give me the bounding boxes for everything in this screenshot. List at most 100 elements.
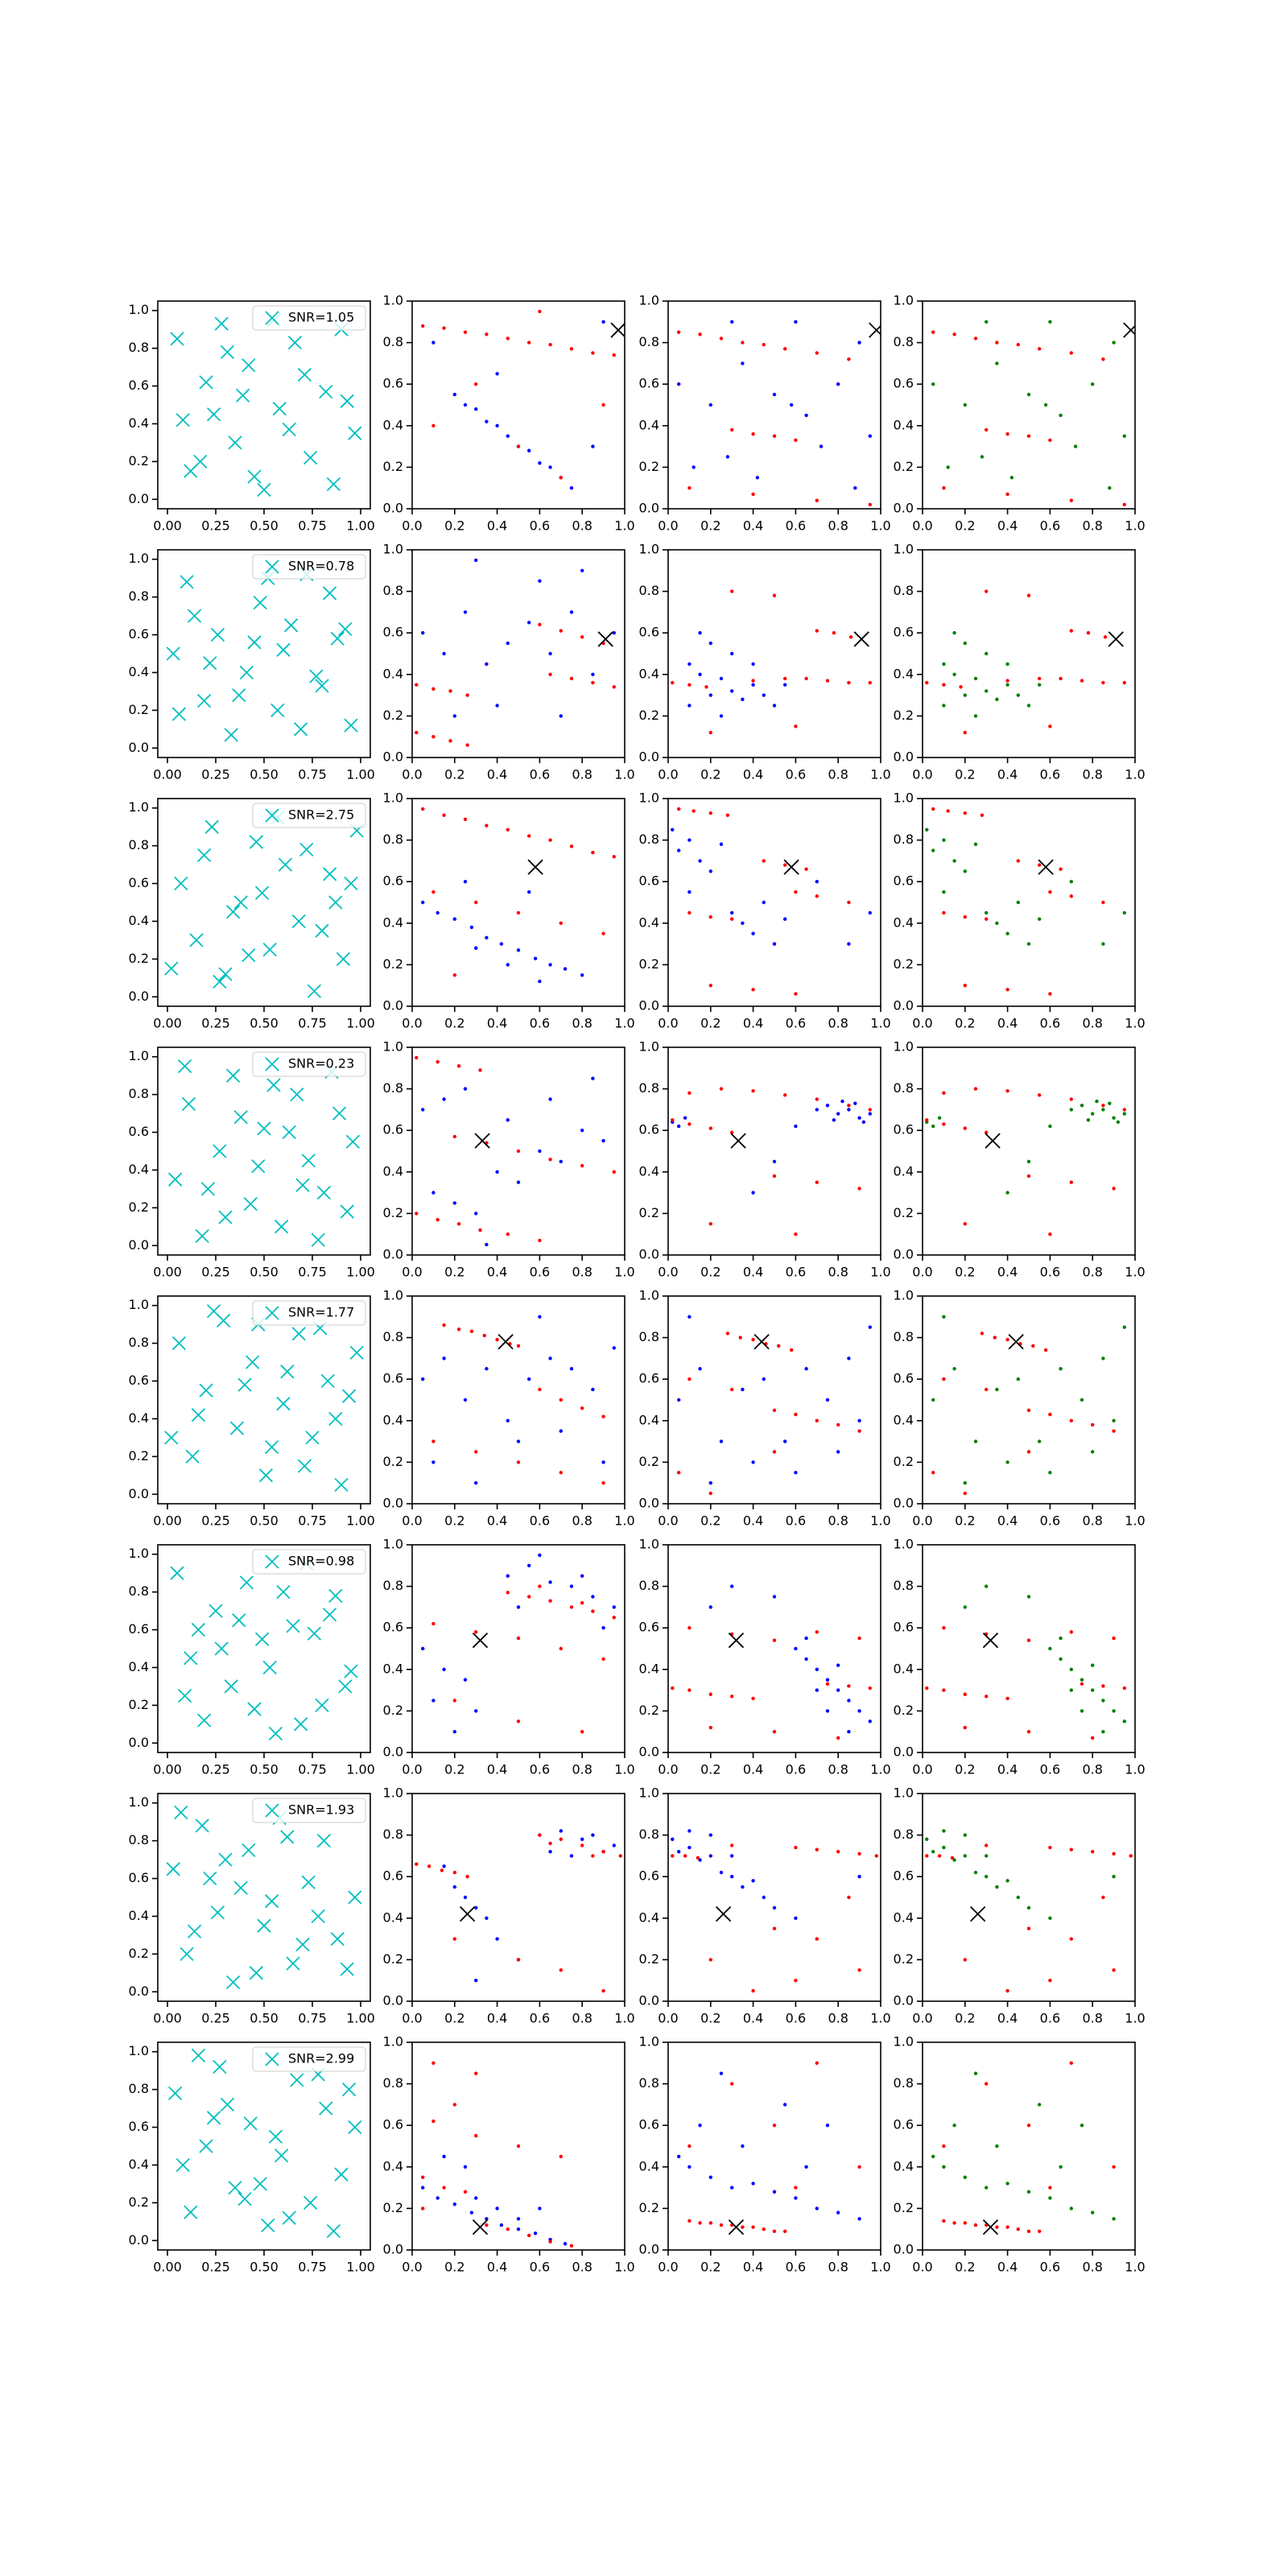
- x-tick-label: 1.0: [870, 2011, 890, 2026]
- x-tick-label: 0.2: [700, 767, 720, 782]
- point: [794, 2196, 798, 2200]
- point: [931, 848, 935, 852]
- axes-frame: [667, 300, 881, 510]
- point: [985, 427, 989, 432]
- point: [708, 1854, 712, 1858]
- point: [973, 842, 978, 846]
- point: [741, 2225, 745, 2229]
- point: [973, 1870, 978, 1875]
- point: [857, 1968, 861, 1972]
- point: [1112, 1636, 1116, 1641]
- panel: 0.00 0.25 0.50 0.75 1.00 0.0 0.2 0.4 0.6 0.8 1.0 SN…: [129, 1046, 375, 1280]
- x-marker: [228, 2180, 242, 2195]
- point: [708, 2221, 712, 2225]
- point: [601, 1414, 605, 1418]
- point: [719, 2223, 724, 2227]
- point: [1043, 1348, 1048, 1352]
- legend-marker: [265, 559, 279, 574]
- point: [601, 1138, 605, 1143]
- point: [1069, 880, 1074, 884]
- point: [985, 651, 989, 656]
- y-tick-label: 1.0: [129, 2043, 149, 2058]
- point: [815, 2207, 819, 2211]
- axes-frame: [157, 1544, 371, 1753]
- x-tick-label: 0.2: [444, 2011, 464, 2026]
- point: [1048, 438, 1052, 443]
- x-tick-label: 0.2: [444, 518, 464, 534]
- x-marker: [166, 1862, 180, 1876]
- point: [1101, 942, 1105, 946]
- point: [516, 948, 521, 952]
- point: [985, 910, 989, 915]
- axes-frame: [667, 1295, 881, 1505]
- y-tick-label: 0.0: [129, 740, 149, 755]
- point: [825, 1678, 830, 1682]
- x-tick-label: 0.4: [997, 1265, 1018, 1280]
- point: [1091, 1450, 1095, 1454]
- point: [1080, 1682, 1084, 1686]
- points: [671, 589, 873, 735]
- x-tick-label: 0.8: [572, 2260, 592, 2275]
- x-tick-label: 0.4: [487, 1513, 507, 1529]
- x-marker: [297, 367, 312, 382]
- point: [868, 1112, 873, 1116]
- point: [730, 651, 734, 656]
- point: [868, 502, 873, 507]
- x-marker: [474, 1133, 490, 1149]
- x-marker: [213, 2059, 227, 2074]
- point: [1112, 1968, 1116, 1972]
- x-marker: [243, 1197, 258, 1212]
- y-tick-label: 0.4: [894, 914, 914, 930]
- point: [452, 2202, 456, 2207]
- point: [677, 807, 681, 811]
- point: [495, 1170, 499, 1174]
- x-marker: [243, 2116, 258, 2131]
- point: [452, 973, 456, 977]
- point: [1026, 1638, 1031, 1642]
- x-tick-label: 0.4: [487, 2260, 507, 2275]
- point: [1026, 1730, 1031, 1734]
- point: [431, 1439, 436, 1443]
- x-tick-label: 0.6: [786, 2011, 806, 2026]
- axes-frame: [667, 549, 881, 758]
- axes-frame: [157, 2041, 371, 2251]
- point: [1005, 1337, 1009, 1342]
- axes-frame: [411, 2041, 625, 2251]
- y-tick-label: 0.6: [894, 2117, 914, 2132]
- x-tick-label: 0.0: [402, 767, 422, 782]
- x-tick-label: 0.8: [1082, 1016, 1102, 1031]
- y-tick-label: 0.4: [894, 1909, 914, 1925]
- point: [1101, 1684, 1105, 1688]
- point: [527, 890, 531, 894]
- point: [1016, 693, 1021, 697]
- point: [683, 1116, 687, 1120]
- x-marker: [266, 1078, 281, 1092]
- legend-label: SNR=1.93: [288, 1802, 354, 1818]
- point: [762, 1895, 766, 1900]
- panel: 0.0 0.2 0.4 0.6 0.8 1.0 0.0 0.2 0.4 0.6 0.8 1.0: [383, 1785, 635, 2026]
- x-tick-label: 0.8: [572, 1513, 592, 1529]
- x-marker: [218, 1210, 233, 1224]
- point: [485, 824, 489, 828]
- points: [164, 810, 364, 998]
- point: [708, 1481, 712, 1485]
- point: [569, 347, 574, 351]
- axes-frame: [667, 1046, 881, 1256]
- x-tick-label: 0.6: [1040, 1513, 1060, 1529]
- x-marker: [315, 923, 329, 938]
- point: [741, 921, 745, 926]
- x-marker: [311, 1232, 325, 1247]
- point: [794, 1916, 798, 1920]
- point: [421, 1646, 425, 1651]
- point: [1059, 676, 1063, 681]
- point: [580, 1843, 584, 1847]
- x-tick-label: 0.00: [153, 1016, 182, 1031]
- point: [506, 1232, 510, 1236]
- y-tick-label: 0.2: [639, 1454, 659, 1469]
- point: [485, 1242, 489, 1247]
- x-marker: [242, 948, 256, 963]
- x-marker: [185, 1449, 200, 1463]
- point: [442, 326, 446, 330]
- point: [601, 931, 605, 935]
- x-tick-label: 0.25: [201, 767, 230, 782]
